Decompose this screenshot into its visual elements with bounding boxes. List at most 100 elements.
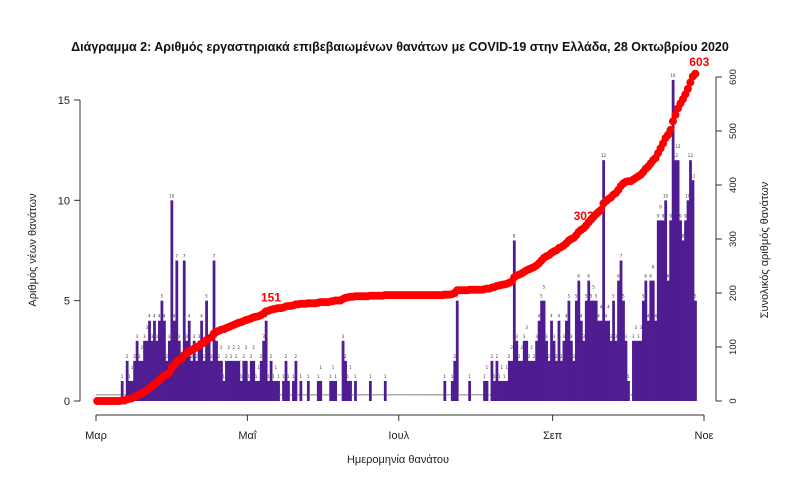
zero-marker <box>351 394 355 396</box>
bar <box>210 360 213 401</box>
bar <box>244 360 248 401</box>
bar <box>584 300 588 401</box>
bar-value-label: 2 <box>235 354 238 359</box>
bar-value-label: 2 <box>285 354 288 359</box>
y2-tick-label: 0 <box>728 398 739 403</box>
bar <box>612 300 615 401</box>
bar-value-label: 2 <box>530 345 533 350</box>
zero-marker <box>115 394 119 396</box>
bar <box>264 320 268 401</box>
zero-marker <box>448 394 451 396</box>
zero-marker <box>123 394 126 396</box>
bar <box>170 200 174 401</box>
bar-value-label: 10 <box>685 193 691 198</box>
zero-marker <box>297 394 300 396</box>
bar-value-label: 2 <box>245 345 248 350</box>
bar-value-label: 7 <box>213 254 216 259</box>
bar <box>341 340 345 401</box>
bar <box>133 360 137 401</box>
bar-value-label: 1 <box>131 365 134 370</box>
bar <box>252 360 256 401</box>
bar-value-label: 9 <box>657 213 660 218</box>
bar <box>614 340 618 401</box>
bar-value-label: 2 <box>344 354 347 359</box>
bar <box>565 320 568 401</box>
bar-value-label: 4 <box>600 305 603 310</box>
zero-marker <box>428 394 432 396</box>
bar <box>346 380 350 401</box>
bar <box>597 320 601 401</box>
bar-value-label: 2 <box>230 354 233 359</box>
bar-value-label: 1 <box>299 374 302 379</box>
zero-marker <box>326 394 330 396</box>
bar-value-label: 2 <box>218 354 221 359</box>
bar-value-label: 4 <box>565 314 568 319</box>
bar-value-label: 6 <box>667 274 670 279</box>
bar <box>594 300 598 401</box>
zero-marker <box>289 394 293 396</box>
bar-value-label: 2 <box>270 354 273 359</box>
zero-marker <box>401 394 404 396</box>
bar-value-label: 2 <box>190 354 193 359</box>
bar-value-label: 2 <box>572 354 575 359</box>
bar <box>180 360 184 401</box>
bar-value-label: 2 <box>294 354 297 359</box>
bar-value-label: 2 <box>491 354 494 359</box>
bar-value-label: 3 <box>185 334 188 339</box>
bar-value-label: 5 <box>456 294 459 299</box>
bar-value-label: 3 <box>168 334 171 339</box>
bar <box>485 380 489 401</box>
zero-marker <box>386 394 389 396</box>
bar <box>197 340 201 401</box>
bar-value-label: 4 <box>597 314 600 319</box>
bar-value-label: 3 <box>634 325 637 330</box>
bar <box>562 340 566 401</box>
bar-value-label: 9 <box>662 213 665 218</box>
bar-value-label: 6 <box>617 274 620 279</box>
bar <box>510 360 514 401</box>
bar-value-label: 5 <box>642 294 645 299</box>
bar-value-label: 2 <box>555 354 558 359</box>
cumulative-annotation: 303 <box>574 209 594 223</box>
zero-marker <box>356 394 360 396</box>
bar <box>299 380 303 401</box>
bar-value-label: 5 <box>595 294 598 299</box>
bar <box>187 320 191 401</box>
bar-value-label: 2 <box>242 354 245 359</box>
bar-value-label: 1 <box>275 365 278 370</box>
bar <box>691 180 695 401</box>
zero-marker <box>100 394 104 396</box>
bar <box>468 380 472 401</box>
bar-value-label: 3 <box>610 334 613 339</box>
bar <box>158 320 161 401</box>
zero-marker <box>339 394 342 396</box>
bar-value-label: 1 <box>443 374 446 379</box>
bar-value-label: 2 <box>138 354 141 359</box>
bar-value-label: 11 <box>690 173 696 178</box>
bar <box>334 380 338 401</box>
bar-value-label: 1 <box>627 374 630 379</box>
x-tick-label: Ιουλ <box>388 430 409 442</box>
x-tick-label: Μαΐ <box>238 430 257 442</box>
bar <box>572 360 576 401</box>
zero-marker <box>108 394 111 396</box>
zero-marker <box>396 394 399 396</box>
bar <box>153 320 156 401</box>
bar-value-label: 5 <box>160 294 163 299</box>
bar <box>552 340 556 401</box>
bar <box>550 320 553 401</box>
bar-value-label: 4 <box>163 314 166 319</box>
zero-marker <box>465 394 469 396</box>
zero-marker <box>304 394 307 396</box>
bar <box>656 220 660 401</box>
bar <box>163 320 166 401</box>
bar-value-label: 2 <box>520 345 523 350</box>
bar <box>185 340 189 401</box>
bar <box>483 380 486 401</box>
bar-value-label: 5 <box>612 294 615 299</box>
bar-value-label: 1 <box>319 365 322 370</box>
zero-marker <box>478 394 481 396</box>
bar-value-label: 1 <box>483 374 486 379</box>
zero-marker <box>475 394 479 396</box>
bar <box>120 380 124 401</box>
